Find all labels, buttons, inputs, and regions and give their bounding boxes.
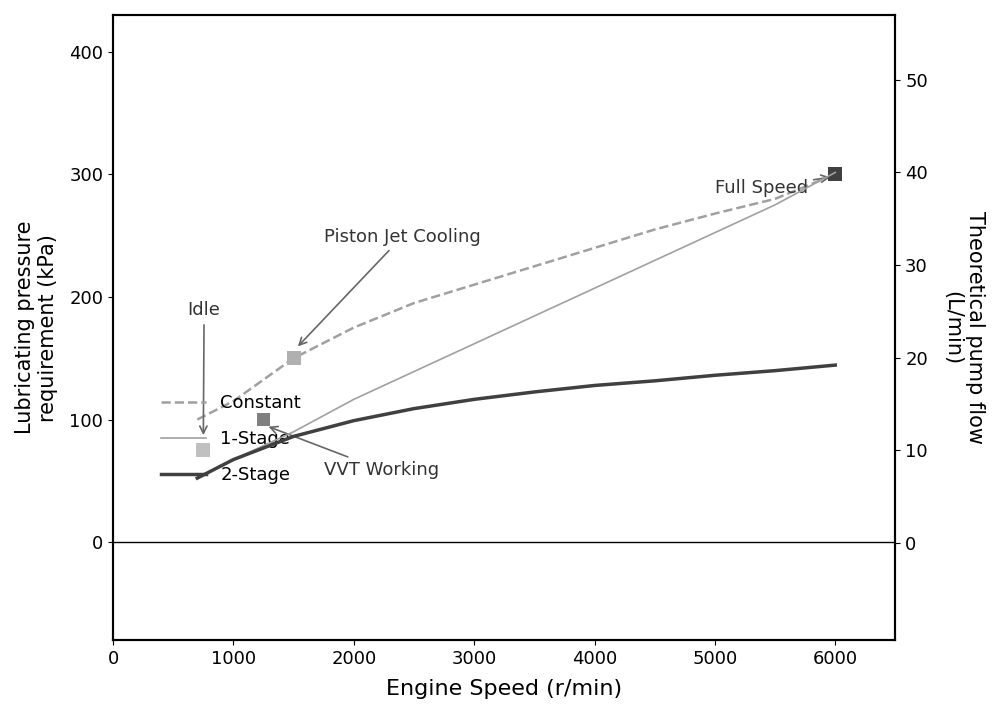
- Text: Idle: Idle: [188, 301, 221, 433]
- Point: [827, 169, 843, 180]
- Y-axis label: Lubricating pressure
requirement (kPa): Lubricating pressure requirement (kPa): [15, 221, 58, 434]
- Y-axis label: Theoretical pump flow
(L/min): Theoretical pump flow (L/min): [942, 211, 985, 444]
- Legend: Constant, 1-Stage, 2-Stage: Constant, 1-Stage, 2-Stage: [153, 386, 308, 491]
- Text: VVT Working: VVT Working: [270, 426, 439, 478]
- Point: [255, 414, 271, 426]
- Point: [195, 444, 211, 456]
- Text: Full Speed: Full Speed: [715, 175, 828, 197]
- Text: Piston Jet Cooling: Piston Jet Cooling: [299, 228, 480, 345]
- Point: [286, 353, 302, 364]
- X-axis label: Engine Speed (r/min): Engine Speed (r/min): [386, 679, 622, 699]
